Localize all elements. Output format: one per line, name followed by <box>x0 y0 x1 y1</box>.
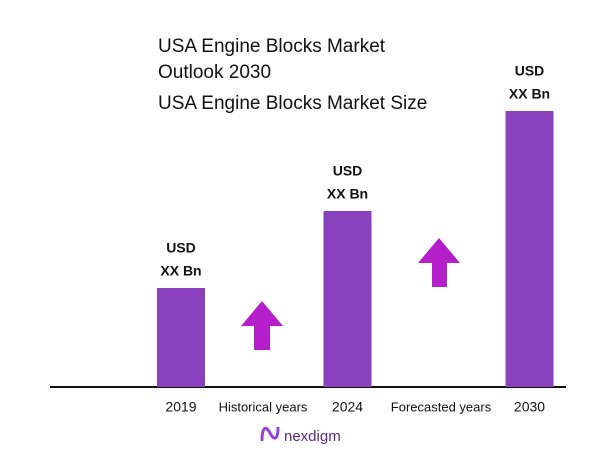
annotation: Forecasted years <box>391 399 492 414</box>
chart-subtitle: USA Engine Blocks Market Size <box>158 93 428 114</box>
x-tick-label: 2024 <box>332 399 363 415</box>
value-label: USD <box>515 63 545 79</box>
bar <box>157 288 205 387</box>
x-tick-label: 2030 <box>514 399 545 415</box>
arrow-icon <box>418 238 460 287</box>
logo: nexdigm <box>284 428 341 445</box>
annotation: Historical years <box>219 399 308 414</box>
bar <box>323 211 372 387</box>
value-label: USD <box>166 240 196 256</box>
arrow-icon <box>241 301 283 350</box>
x-tick-label: 2019 <box>165 399 196 415</box>
chart-title: USA Engine Blocks Market Outlook 2030 <box>158 36 386 83</box>
value-label: XX Bn <box>160 263 201 279</box>
logo-icon <box>260 426 280 442</box>
value-label: XX Bn <box>509 86 550 102</box>
value-label: XX Bn <box>327 186 368 202</box>
bar <box>505 111 554 387</box>
value-label: USD <box>333 163 363 179</box>
